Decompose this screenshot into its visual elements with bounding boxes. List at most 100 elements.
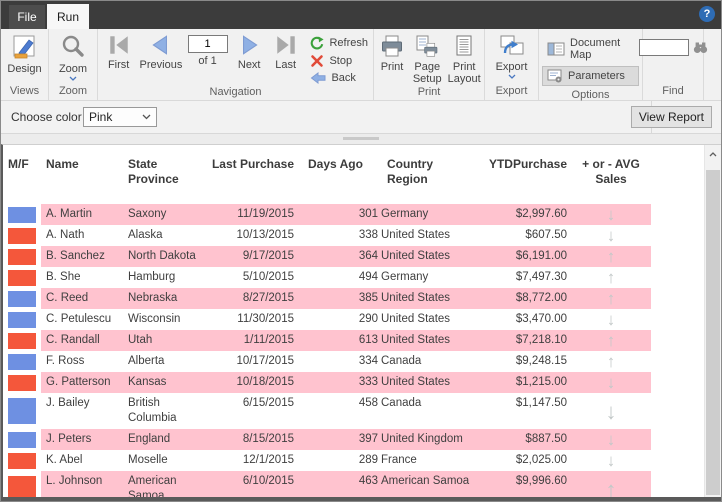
first-page-icon <box>107 34 131 56</box>
ytd-purchase-cell: $2,025.00 <box>515 454 567 466</box>
ribbon-group-zoom: Zoom Zoom <box>49 29 98 100</box>
find-input[interactable] <box>638 39 689 56</box>
back-icon <box>310 72 326 84</box>
gender-color-box <box>8 431 36 448</box>
print-layout-icon <box>452 34 476 58</box>
export-button[interactable]: Export <box>486 33 538 80</box>
days-ago-cell: 463 <box>358 475 378 487</box>
last-purchase-cell: 11/19/2015 <box>237 208 294 220</box>
print-button[interactable]: Print <box>374 33 410 74</box>
gender-cell <box>3 246 41 267</box>
country-cell: United States <box>381 292 451 304</box>
page-number-box: of 1 <box>187 35 228 67</box>
gender-cell <box>3 429 41 450</box>
stop-button[interactable]: Stop <box>307 52 371 70</box>
country-cell: United States <box>381 334 451 346</box>
help-icon[interactable]: ? <box>699 6 715 22</box>
vertical-scrollbar[interactable] <box>704 145 721 497</box>
ytd-purchase-cell: $3,470.00 <box>515 313 567 325</box>
trend-arrow-icon: ↑ <box>606 247 616 266</box>
binoculars-icon[interactable] <box>693 41 708 54</box>
trend-arrow-icon: ↑ <box>606 331 616 350</box>
gender-color-box <box>8 476 36 497</box>
magnifier-icon <box>60 34 86 60</box>
group-label-zoom: Zoom <box>58 85 88 97</box>
page-setup-button[interactable]: Page Setup <box>410 33 444 86</box>
header-days-ago: Days Ago <box>308 157 363 171</box>
country-cell: United States <box>381 313 451 325</box>
table-row: L. Johnson American Samoa 6/10/2015 463 … <box>3 471 705 497</box>
ytd-purchase-cell: $1,147.50 <box>515 397 567 409</box>
ytd-purchase-cell: $6,191.00 <box>515 250 567 262</box>
name-cell: J. Bailey <box>46 397 90 409</box>
last-page-icon <box>274 34 298 56</box>
export-label: Export <box>495 61 528 73</box>
table-header-row: M/F Name State Province Last Purchase Da… <box>3 157 705 204</box>
header-ytd-purchase: YTDPurchase <box>488 157 567 171</box>
titlebar: File Run ? <box>1 1 721 30</box>
gender-cell <box>3 330 41 351</box>
table-row: C. Reed Nebraska 8/27/2015 385 United St… <box>3 288 705 309</box>
row-band: K. Abel Moselle 12/1/2015 289 France $2,… <box>41 450 651 471</box>
days-ago-cell: 334 <box>358 355 378 367</box>
row-band: G. Patterson Kansas 10/18/2015 333 Unite… <box>41 372 651 393</box>
trend-arrow-icon: ↓ <box>605 398 617 424</box>
refresh-icon <box>310 36 325 50</box>
header-name: Name <box>46 157 79 171</box>
document-map-icon <box>547 42 565 56</box>
trend-arrow-icon: ↑ <box>606 289 616 308</box>
table-row: B. Sanchez North Dakota 9/17/2015 364 Un… <box>3 246 705 267</box>
header-country: Country Region <box>387 157 433 186</box>
state-cell: Moselle <box>128 454 168 466</box>
color-dropdown[interactable]: Pink <box>83 107 157 127</box>
tab-run[interactable]: Run <box>47 4 89 30</box>
gender-cell <box>3 204 41 225</box>
last-page-button[interactable]: Last <box>268 33 304 72</box>
days-ago-cell: 289 <box>358 454 378 466</box>
parameter-bar: Choose color Pink View Report <box>1 101 721 134</box>
back-button[interactable]: Back <box>307 70 371 86</box>
parameters-label: Parameters <box>568 70 625 82</box>
days-ago-cell: 494 <box>358 271 378 283</box>
zoom-button[interactable]: Zoom <box>57 33 89 82</box>
design-button[interactable]: Design <box>5 33 43 76</box>
refresh-button[interactable]: Refresh <box>307 34 371 52</box>
state-cell: British Columbia <box>128 397 177 424</box>
ribbon-filler <box>704 29 721 100</box>
ytd-purchase-cell: $2,997.60 <box>515 208 567 220</box>
current-page-input[interactable] <box>187 35 228 53</box>
design-icon <box>12 34 38 60</box>
last-purchase-cell: 6/15/2015 <box>242 397 294 409</box>
trend-arrow-icon: ↑ <box>606 352 616 371</box>
trend-arrow-icon: ↓ <box>606 205 616 224</box>
trend-arrow-icon: ↑ <box>606 268 616 287</box>
next-page-button[interactable]: Next <box>231 33 268 72</box>
parameters-toggle[interactable]: Parameters <box>542 66 639 86</box>
design-label: Design <box>7 63 42 75</box>
scroll-up-icon[interactable] <box>705 145 721 163</box>
next-page-icon <box>237 34 261 56</box>
scrollbar-thumb[interactable] <box>706 170 720 495</box>
ribbon: Design Views Zoom <box>1 29 721 101</box>
state-cell: Alberta <box>128 355 165 367</box>
view-report-button[interactable]: View Report <box>630 106 712 128</box>
chevron-down-icon <box>142 114 151 120</box>
tab-file[interactable]: File <box>9 5 45 29</box>
country-cell: United States <box>381 376 451 388</box>
splitter-grip-icon[interactable] <box>343 137 379 140</box>
gender-color-box <box>8 206 36 223</box>
gender-color-box <box>8 353 36 370</box>
name-cell: A. Nath <box>46 229 85 241</box>
gender-cell <box>3 393 41 429</box>
last-purchase-cell: 1/11/2015 <box>243 334 294 346</box>
document-map-toggle[interactable]: Document Map <box>542 34 639 64</box>
first-page-button[interactable]: First <box>100 33 137 72</box>
print-layout-button[interactable]: Print Layout <box>444 33 484 86</box>
row-band: F. Ross Alberta 10/17/2015 334 Canada $9… <box>41 351 651 372</box>
country-cell: Canada <box>381 397 422 409</box>
gender-color-box <box>8 248 36 265</box>
previous-page-button[interactable]: Previous <box>137 33 184 72</box>
row-band: L. Johnson American Samoa 6/10/2015 463 … <box>41 471 651 497</box>
group-label-navigation: Navigation <box>209 86 262 98</box>
